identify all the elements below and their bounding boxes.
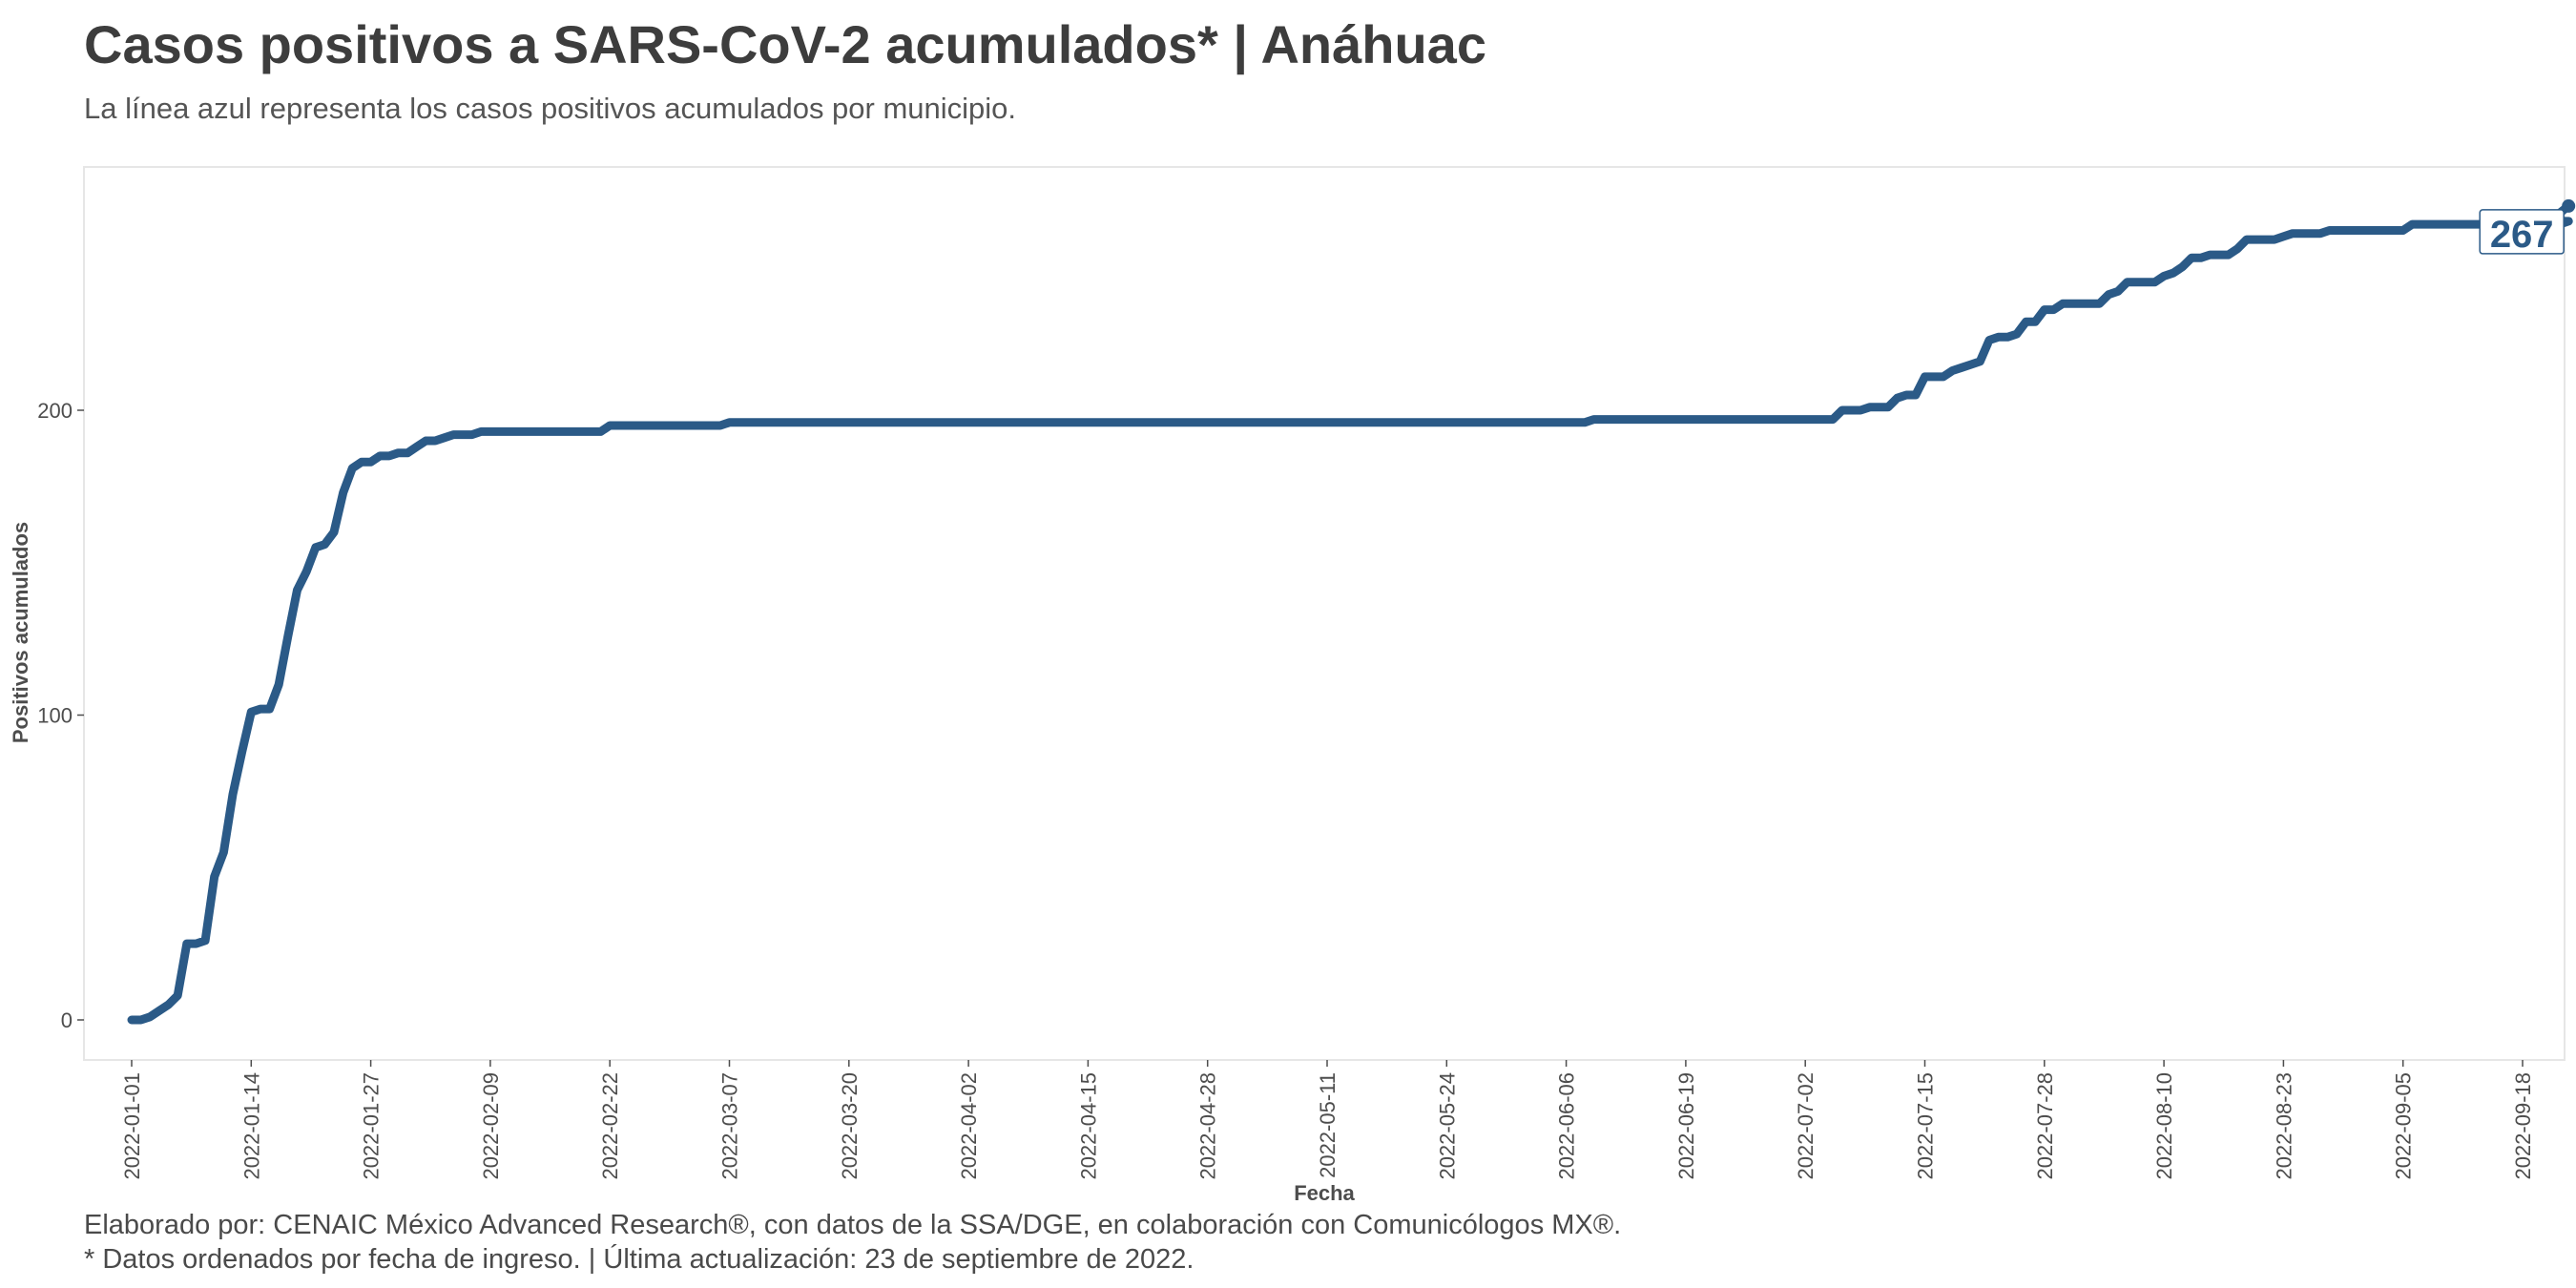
- chart-title: Casos positivos a SARS-CoV-2 acumulados*…: [84, 14, 1486, 74]
- x-tick-label: 2022-07-15: [1914, 1072, 1938, 1180]
- x-tick-label: 2022-04-02: [957, 1072, 981, 1180]
- x-tick-label: 2022-05-24: [1435, 1072, 1459, 1180]
- x-tick-label: 2022-08-23: [2272, 1072, 2296, 1180]
- caption-credits: Elaborado por: CENAIC México Advanced Re…: [84, 1210, 1622, 1240]
- end-value-label: 267: [2479, 209, 2565, 256]
- x-axis: 2022-01-01 2022-01-14 2022-01-27 2022-02-09…: [120, 1060, 2535, 1180]
- x-tick-label: 2022-01-27: [360, 1072, 384, 1180]
- x-tick-label: 2022-05-11: [1316, 1072, 1340, 1178]
- cumulative-cases-line: [127, 201, 2573, 1025]
- y-axis-title: Positivos acumulados: [9, 522, 32, 743]
- x-tick-label: 2022-07-02: [1794, 1072, 1818, 1180]
- x-tick-label: 2022-08-10: [2152, 1072, 2176, 1180]
- x-tick-label: 2022-06-19: [1674, 1072, 1698, 1180]
- end-value-label-box: [2479, 209, 2565, 255]
- y-tick-label: 100: [37, 704, 73, 728]
- x-tick-label: 2022-04-15: [1076, 1072, 1100, 1180]
- x-tick-label: 2022-06-06: [1555, 1072, 1579, 1180]
- x-axis-title: Fecha: [1294, 1181, 1355, 1205]
- y-tick-label: 0: [61, 1008, 73, 1032]
- x-tick-label: 2022-01-01: [120, 1072, 144, 1180]
- end-point-marker: [2562, 198, 2576, 213]
- x-tick-label: 2022-04-28: [1196, 1072, 1220, 1180]
- y-tick-label: 200: [37, 399, 73, 423]
- x-tick-label: 2022-02-09: [479, 1072, 503, 1180]
- plot-panel: [83, 166, 2566, 1061]
- x-tick-label: 2022-03-20: [838, 1072, 862, 1180]
- caption-note: * Datos ordenados por fecha de ingreso. …: [84, 1244, 1195, 1275]
- end-value-label-text: 267: [2490, 214, 2554, 256]
- x-tick-label: 2022-09-05: [2392, 1072, 2416, 1180]
- y-axis: 0 100 200: [37, 399, 84, 1032]
- x-tick-label: 2022-09-18: [2511, 1072, 2535, 1180]
- chart-subtitle: La línea azul representa los casos posit…: [84, 92, 1017, 125]
- x-tick-label: 2022-03-07: [718, 1072, 742, 1180]
- x-tick-label: 2022-01-14: [239, 1072, 263, 1180]
- x-tick-label: 2022-07-28: [2033, 1072, 2057, 1180]
- x-tick-label: 2022-02-22: [598, 1072, 622, 1180]
